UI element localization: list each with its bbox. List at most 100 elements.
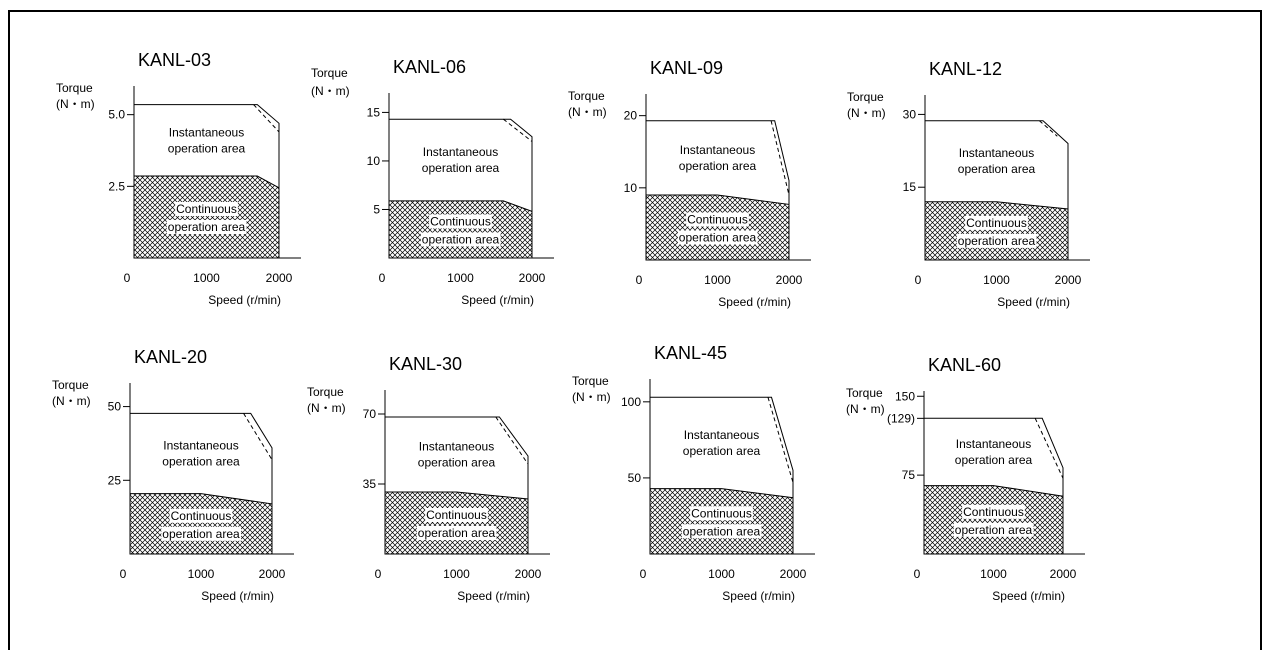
instantaneous-area-label: Instantaneous [684, 428, 759, 442]
x-axis-label: Speed (r/min) [461, 293, 534, 307]
chart-title: KANL-12 [929, 59, 1002, 79]
chart-title: KANL-20 [134, 347, 207, 367]
chart-title: KANL-03 [138, 50, 211, 70]
x-axis-label: Speed (r/min) [997, 295, 1070, 309]
y-axis-unit: (N・m) [846, 402, 885, 416]
chart-kanl-60: 75 (129) 150 0 1000 2000 KANL-60 Torque (N・m) Spe… [846, 355, 1085, 603]
continuous-area-label: operation area [418, 526, 496, 540]
y-axis-label: Torque [847, 90, 884, 104]
x-tick-label: 2000 [266, 271, 293, 285]
continuous-label-background [175, 202, 238, 217]
y-axis-label: Torque [311, 66, 348, 80]
y-tick-label: 10 [624, 181, 638, 195]
x-tick-label: 1000 [188, 567, 215, 581]
continuous-area-region [649, 488, 794, 555]
continuous-area-label: operation area [958, 234, 1036, 248]
x-tick-label: 2000 [1055, 273, 1082, 287]
continuous-label-background [161, 526, 242, 541]
page-frame [8, 10, 1262, 650]
continuous-area-region [924, 201, 1069, 261]
continuous-label-background [420, 232, 501, 247]
y-axis-unit: (N・m) [52, 394, 91, 408]
instantaneous-dashed-limit [767, 397, 794, 483]
instantaneous-area-label: operation area [958, 162, 1036, 176]
x-tick-label: 1000 [447, 271, 474, 285]
y-tick-label: 15 [367, 105, 381, 119]
y-tick-label: 2.5 [108, 179, 125, 193]
continuous-area-label: Continuous [430, 214, 491, 228]
x-axis-label: Speed (r/min) [457, 589, 530, 603]
chart-title: KANL-60 [928, 355, 1001, 375]
continuous-label-background [953, 522, 1034, 537]
continuous-area-region [388, 200, 533, 259]
instantaneous-area-boundary [134, 104, 280, 188]
instantaneous-area-boundary [925, 120, 1069, 209]
x-tick-label: 2000 [259, 567, 286, 581]
y-tick-label: 5 [373, 202, 380, 216]
continuous-label-background [425, 508, 488, 522]
x-tick-label: 1000 [983, 273, 1010, 287]
continuous-label-background [962, 504, 1025, 519]
y-tick-label: 50 [108, 400, 122, 414]
continuous-area-region [384, 491, 529, 555]
instantaneous-area-label: Instantaneous [169, 125, 244, 139]
y-axis-label: Torque [568, 89, 605, 103]
x-axis-label: Speed (r/min) [201, 589, 274, 603]
y-tick-label: 50 [628, 471, 642, 485]
y-tick-label: 150 [895, 389, 915, 403]
continuous-area-label: Continuous [176, 202, 237, 216]
continuous-area-region [645, 194, 790, 261]
chart-title: KANL-45 [654, 343, 727, 363]
x-tick-label: 2000 [519, 271, 546, 285]
chart-kanl-09: 10 20 0 1000 2000 KANL-09 Torque (N・m) Speed (r/… [568, 58, 811, 309]
x-tick-label: 1000 [443, 567, 470, 581]
instantaneous-area-boundary [130, 412, 273, 504]
instantaneous-area-label: operation area [422, 161, 500, 175]
x-tick-label: 1000 [708, 567, 735, 581]
y-axis-label: Torque [307, 385, 344, 399]
continuous-area-label: operation area [422, 232, 500, 246]
y-axis-unit: (N・m) [568, 105, 607, 119]
continuous-area-region [133, 175, 280, 259]
continuous-area-region [129, 493, 273, 555]
continuous-label-background [677, 230, 758, 245]
continuous-label-background [429, 214, 492, 229]
continuous-area-label: Continuous [691, 506, 752, 520]
x-axis-label: Speed (r/min) [722, 589, 795, 603]
instantaneous-dashed-limit [770, 120, 790, 196]
x-tick-label: 2000 [515, 567, 542, 581]
y-tick-label: 10 [367, 154, 381, 168]
y-axis-unit: (N・m) [572, 390, 611, 404]
y-tick-label: 30 [903, 107, 917, 121]
continuous-area-label: Continuous [966, 216, 1027, 230]
y-tick-label: 20 [624, 109, 638, 123]
x-tick-label: 1000 [704, 273, 731, 287]
y-axis-unit: (N・m) [307, 401, 346, 415]
x-tick-label: 0 [375, 567, 382, 581]
chart-kanl-30: 35 70 0 1000 2000 KANL-30 Torque (N・m) Speed (r/… [307, 354, 550, 603]
y-tick-label: 75 [902, 468, 916, 482]
chart-title: KANL-06 [393, 57, 466, 77]
instantaneous-area-label: Instantaneous [956, 437, 1031, 451]
y-tick-label: (129) [887, 411, 915, 425]
y-tick-label: 35 [363, 477, 377, 491]
continuous-label-background [965, 215, 1028, 230]
continuous-area-label: Continuous [963, 505, 1024, 519]
instantaneous-area-label: operation area [679, 159, 757, 173]
x-axis-label: Speed (r/min) [992, 589, 1065, 603]
y-axis-label: Torque [56, 81, 93, 95]
x-tick-label: 0 [914, 567, 921, 581]
instantaneous-dashed-limit [1039, 120, 1058, 137]
y-tick-label: 25 [108, 473, 122, 487]
chart-title: KANL-09 [650, 58, 723, 78]
instantaneous-area-boundary [650, 396, 794, 498]
y-axis-unit: (N・m) [56, 97, 95, 111]
continuous-label-background [681, 524, 762, 539]
x-tick-label: 0 [120, 567, 127, 581]
y-axis-label: Torque [52, 378, 89, 392]
instantaneous-area-boundary [646, 120, 790, 205]
instantaneous-dashed-limit [243, 413, 273, 460]
continuous-label-background [416, 526, 497, 540]
continuous-area-label: operation area [683, 524, 761, 538]
